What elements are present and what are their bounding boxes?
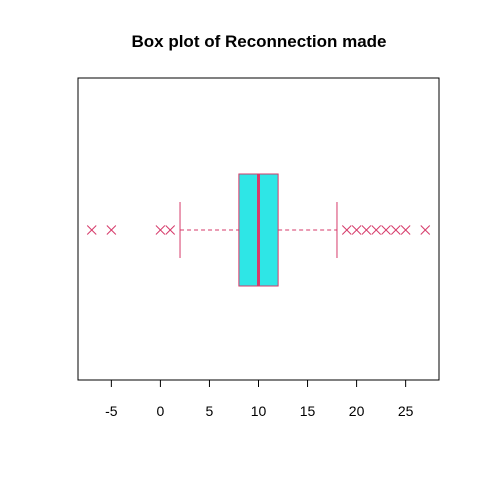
outlier-stroke (106, 225, 117, 235)
outlier-stroke (86, 225, 97, 235)
x-tick-label: 25 (398, 403, 414, 419)
box-group (86, 173, 431, 287)
outlier-point (381, 225, 391, 235)
x-axis: -5 0 5 10 15 20 25 (105, 379, 414, 419)
outlier-point (155, 225, 166, 235)
outlier-point (341, 225, 352, 235)
outlier-point (420, 225, 431, 235)
outlier-point (400, 225, 411, 235)
outlier-point (86, 225, 97, 235)
x-tick-label: 5 (206, 403, 214, 419)
outlier-stroke (361, 225, 372, 235)
outlier-stroke (165, 225, 176, 235)
x-tick-label: -5 (105, 403, 118, 419)
outlier-stroke (155, 225, 166, 235)
outlier-point (371, 225, 382, 235)
chart-title: Box plot of Reconnection made (131, 32, 386, 51)
outlier-stroke (390, 225, 401, 235)
outlier-stroke (381, 225, 391, 235)
outlier-stroke (400, 225, 411, 235)
outlier-stroke (420, 225, 431, 235)
outlier-stroke (351, 225, 362, 235)
x-tick-label: 20 (349, 403, 365, 419)
x-tick-label: 0 (157, 403, 165, 419)
x-tick-label: 10 (251, 403, 267, 419)
outlier-stroke (371, 225, 382, 235)
outlier-stroke (341, 225, 352, 235)
outlier-point (351, 225, 362, 235)
x-tick-label: 15 (300, 403, 316, 419)
outlier-point (106, 225, 117, 235)
outlier-point (361, 225, 372, 235)
outlier-point (390, 225, 401, 235)
outlier-point (165, 225, 176, 235)
